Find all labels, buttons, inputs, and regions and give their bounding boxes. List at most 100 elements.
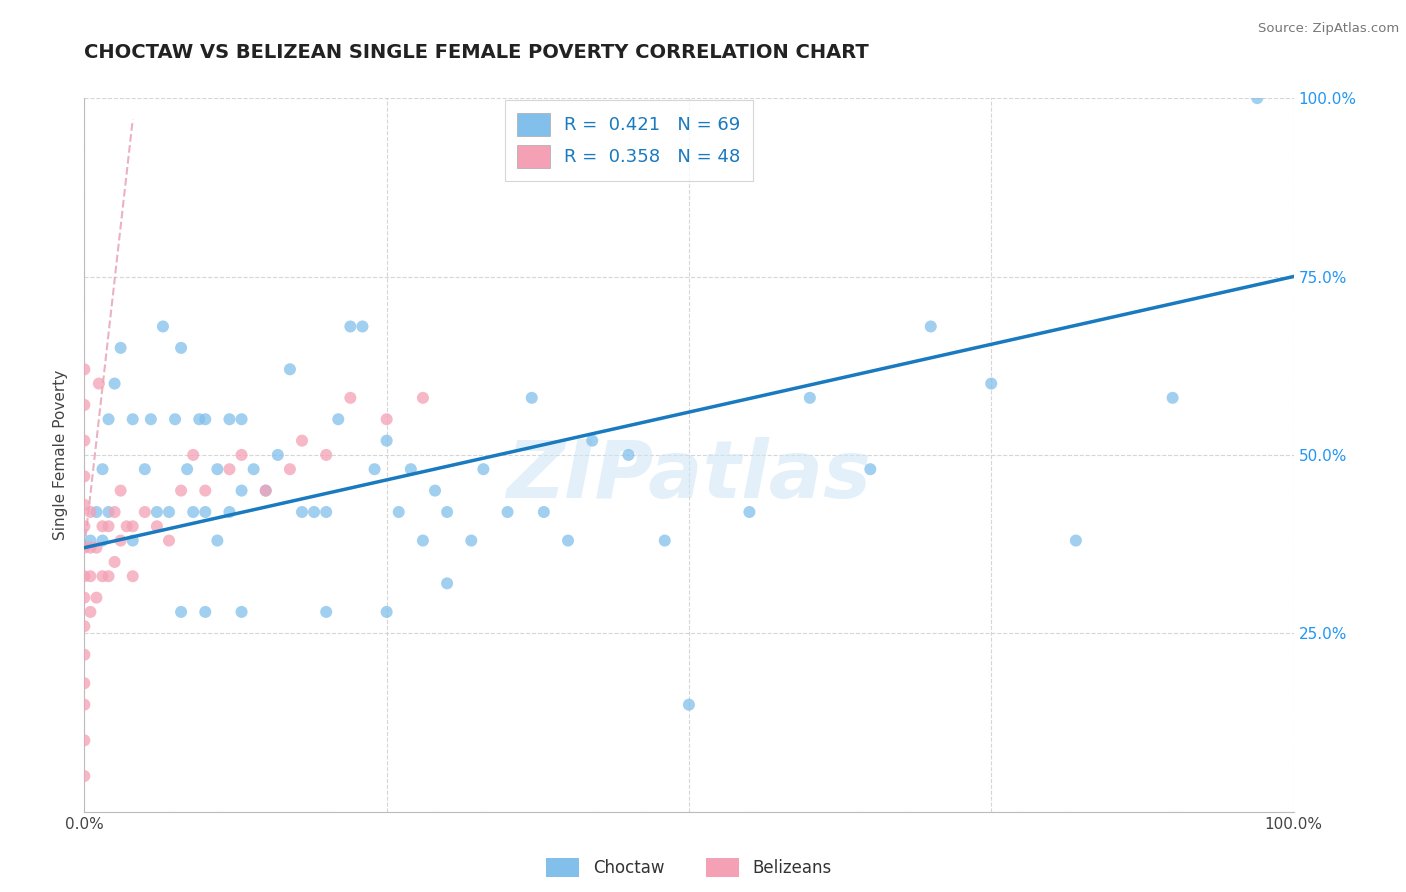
Point xyxy=(375,605,398,619)
Point xyxy=(194,505,217,519)
Point xyxy=(207,533,229,548)
Point xyxy=(581,434,603,448)
Point xyxy=(980,376,1002,391)
Point xyxy=(91,569,114,583)
Point xyxy=(86,591,108,605)
Text: CHOCTAW VS BELIZEAN SINGLE FEMALE POVERTY CORRELATION CHART: CHOCTAW VS BELIZEAN SINGLE FEMALE POVERT… xyxy=(84,44,869,62)
Point xyxy=(315,505,337,519)
Point xyxy=(328,412,350,426)
Point xyxy=(412,533,434,548)
Point xyxy=(79,569,101,583)
Point xyxy=(231,448,253,462)
Point xyxy=(73,469,96,483)
Point xyxy=(194,412,217,426)
Point xyxy=(520,391,543,405)
Point xyxy=(110,483,132,498)
Point xyxy=(110,341,132,355)
Text: ZIPatlas: ZIPatlas xyxy=(506,437,872,516)
Point xyxy=(139,412,162,426)
Point xyxy=(1064,533,1087,548)
Point xyxy=(291,505,314,519)
Point xyxy=(79,541,101,555)
Point xyxy=(73,519,96,533)
Point xyxy=(104,555,127,569)
Point xyxy=(152,319,174,334)
Point xyxy=(654,533,676,548)
Point xyxy=(134,505,156,519)
Point xyxy=(97,519,120,533)
Point xyxy=(472,462,495,476)
Point xyxy=(242,462,264,476)
Point xyxy=(1161,391,1184,405)
Point xyxy=(73,733,96,747)
Point xyxy=(363,462,385,476)
Point xyxy=(412,391,434,405)
Point xyxy=(87,376,110,391)
Point xyxy=(91,519,114,533)
Point xyxy=(157,505,180,519)
Point xyxy=(302,505,325,519)
Point xyxy=(176,462,198,476)
Point xyxy=(104,376,127,391)
Point xyxy=(181,448,204,462)
Point xyxy=(533,505,555,519)
Legend: Choctaw, Belizeans: Choctaw, Belizeans xyxy=(537,849,841,886)
Point xyxy=(86,505,108,519)
Point xyxy=(79,533,101,548)
Text: Source: ZipAtlas.com: Source: ZipAtlas.com xyxy=(1258,22,1399,36)
Point xyxy=(86,541,108,555)
Point xyxy=(388,505,411,519)
Y-axis label: Single Female Poverty: Single Female Poverty xyxy=(53,370,69,540)
Point xyxy=(73,591,96,605)
Point xyxy=(339,319,361,334)
Point xyxy=(73,648,96,662)
Point xyxy=(121,533,143,548)
Point xyxy=(194,605,217,619)
Point xyxy=(115,519,138,533)
Point xyxy=(315,448,337,462)
Point xyxy=(146,505,169,519)
Point xyxy=(460,533,482,548)
Point xyxy=(278,362,301,376)
Point xyxy=(73,434,96,448)
Point xyxy=(73,541,96,555)
Point xyxy=(73,619,96,633)
Point xyxy=(920,319,942,334)
Point xyxy=(278,462,301,476)
Point xyxy=(170,341,193,355)
Point xyxy=(291,434,314,448)
Point xyxy=(436,576,458,591)
Point xyxy=(104,505,127,519)
Point xyxy=(121,412,143,426)
Point xyxy=(375,412,398,426)
Point xyxy=(134,462,156,476)
Point xyxy=(339,391,361,405)
Point xyxy=(423,483,446,498)
Point xyxy=(91,533,114,548)
Point xyxy=(799,391,821,405)
Point xyxy=(73,498,96,512)
Point xyxy=(73,676,96,690)
Point xyxy=(181,505,204,519)
Point xyxy=(557,533,579,548)
Point xyxy=(738,505,761,519)
Point xyxy=(207,462,229,476)
Point xyxy=(73,569,96,583)
Point xyxy=(91,462,114,476)
Point xyxy=(436,505,458,519)
Point xyxy=(73,362,96,376)
Point xyxy=(231,483,253,498)
Point xyxy=(375,434,398,448)
Point xyxy=(79,505,101,519)
Point xyxy=(121,569,143,583)
Point xyxy=(73,769,96,783)
Point xyxy=(188,412,211,426)
Point xyxy=(678,698,700,712)
Point xyxy=(617,448,640,462)
Point xyxy=(97,505,120,519)
Point xyxy=(97,569,120,583)
Point xyxy=(121,519,143,533)
Point xyxy=(859,462,882,476)
Point xyxy=(73,398,96,412)
Point xyxy=(352,319,374,334)
